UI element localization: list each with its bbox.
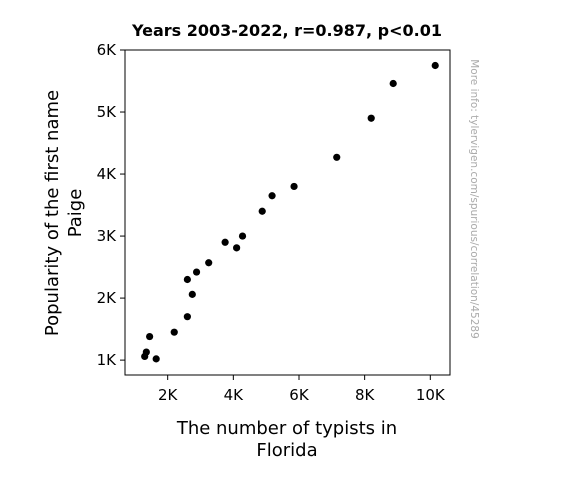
data-point — [221, 238, 229, 246]
data-point — [170, 328, 178, 336]
data-point — [188, 290, 196, 298]
data-point — [290, 182, 298, 191]
y-tick-label: 3K — [97, 227, 118, 245]
data-point — [192, 268, 201, 276]
y-tick-label: 5K — [97, 103, 118, 121]
data-point — [146, 332, 154, 341]
data-point — [183, 275, 191, 284]
plot-frame — [124, 49, 451, 376]
x-tick-label: 10K — [416, 386, 446, 404]
y-axis-title-line-1: Popularity of the first name — [42, 90, 63, 336]
x-axis-ticks: 2K 4K 6K 8K 10K — [158, 375, 446, 404]
watermark-text: More info: tylervigen.com/spurious/corre… — [468, 59, 480, 339]
data-point — [152, 355, 160, 363]
y-tick-label: 6K — [97, 41, 118, 59]
x-tick-label: 8K — [355, 386, 376, 404]
x-tick-label: 2K — [158, 386, 179, 404]
x-tick-label: 6K — [289, 386, 310, 404]
x-tick-label: 4K — [224, 386, 245, 404]
data-point — [205, 259, 213, 267]
data-point — [367, 114, 375, 122]
y-axis-title-line-2: Paige — [65, 189, 86, 238]
y-axis-ticks: 1K 2K 3K 4K 5K 6K — [97, 41, 125, 369]
data-point — [238, 232, 247, 240]
data-point — [389, 79, 397, 88]
data-point — [142, 348, 150, 356]
data-point — [333, 153, 341, 161]
chart-title: Years 2003-2022, r=0.987, p<0.01 — [131, 21, 442, 40]
y-tick-label: 1K — [97, 351, 118, 369]
data-point — [431, 61, 439, 70]
data-point — [233, 244, 241, 252]
data-points — [141, 61, 439, 363]
y-tick-label: 4K — [97, 165, 118, 183]
x-axis-title-line-1: The number of typists in — [176, 418, 397, 439]
data-point — [268, 192, 276, 200]
data-point — [183, 313, 191, 321]
data-point — [258, 207, 266, 215]
y-tick-label: 2K — [97, 289, 118, 307]
x-axis-title-line-2: Florida — [256, 440, 317, 461]
